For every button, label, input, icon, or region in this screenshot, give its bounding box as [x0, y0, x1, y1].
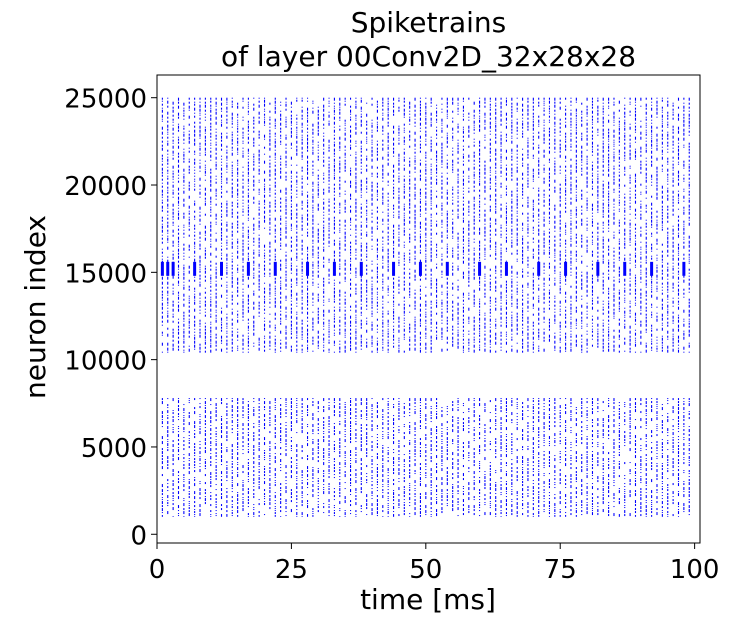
spike-marks: [160, 97, 690, 517]
chart-title-line-1: Spiketrains: [350, 6, 507, 39]
chart-title-line-2: of layer 00Conv2D_32x28x28: [220, 40, 637, 73]
